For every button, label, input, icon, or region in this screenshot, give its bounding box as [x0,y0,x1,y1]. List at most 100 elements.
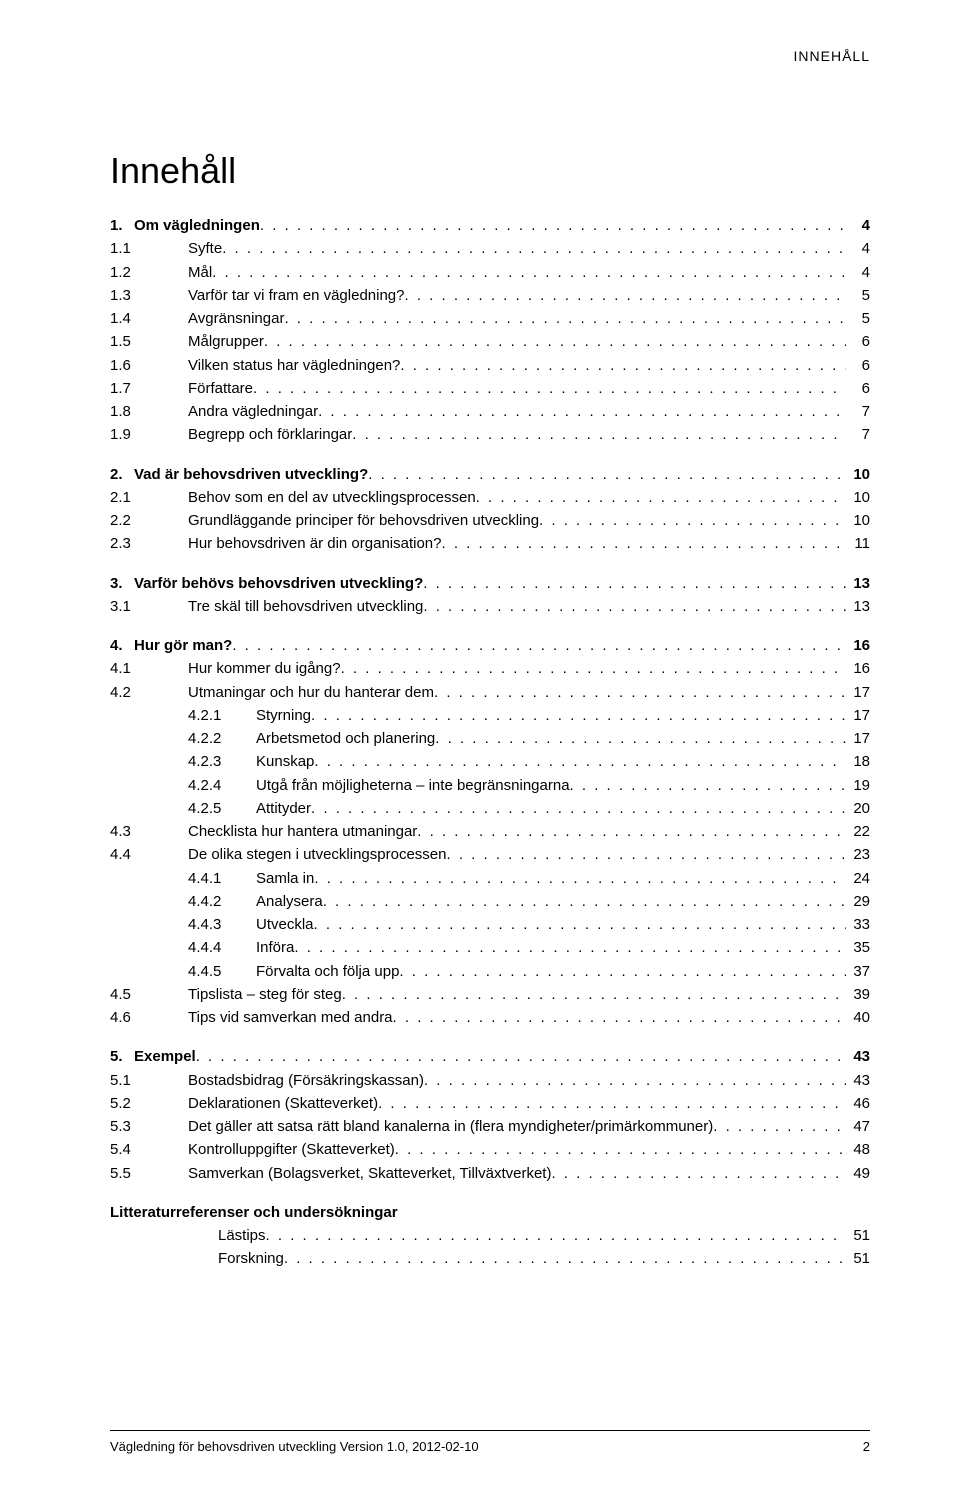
toc-label: Kontrolluppgifter (Skatteverket) [188,1138,395,1161]
toc-heading: 5.Exempel43 [110,1045,870,1068]
toc-page: 24 [846,867,870,890]
toc-leader [405,284,847,307]
toc-leader [284,1247,846,1270]
toc-page: 48 [846,1138,870,1161]
toc-number: 4.2.4 [110,774,256,797]
toc-page: 5 [846,284,870,307]
toc-leader [311,797,846,820]
toc-leader [417,820,846,843]
page-title: Innehåll [110,150,870,192]
toc-label: Samverkan (Bolagsverket, Skatteverket, T… [188,1162,551,1185]
toc-leader [434,681,846,704]
toc-number: 4.4.2 [110,890,256,913]
toc-number: 5.5 [110,1162,188,1185]
toc-leader [400,354,846,377]
toc-label: Hur behovsdriven är din organisation? [188,532,441,555]
toc-entry: Forskning51 [110,1247,870,1270]
toc-entry: 4.6Tips vid samverkan med andra 40 [110,1006,870,1029]
toc-leader [314,913,846,936]
footer-divider [110,1430,870,1431]
toc-number: 1.5 [110,330,188,353]
toc-page: 51 [846,1247,870,1270]
toc-label: Vad är behovsdriven utveckling? [134,463,368,486]
toc-leader [441,532,846,555]
toc-label: Varför tar vi fram en vägledning? [188,284,405,307]
toc-label: Mål [188,261,212,284]
toc-page: 22 [846,820,870,843]
toc-entry: 5.5Samverkan (Bolagsverket, Skatteverket… [110,1162,870,1185]
toc-heading: 2.Vad är behovsdriven utveckling? 10 [110,463,870,486]
toc-entry: 5.3Det gäller att satsa rätt bland kanal… [110,1115,870,1138]
toc-entry: 2.3Hur behovsdriven är din organisation?… [110,532,870,555]
toc-section: 1.Om vägledningen41.1Syfte41.2Mål41.3Var… [110,214,870,447]
toc-label: Litteraturreferenser och undersökningar [110,1201,398,1224]
toc-page: 5 [846,307,870,330]
toc-entry: 4.2.5Attityder20 [110,797,870,820]
toc-page: 51 [846,1224,870,1247]
toc-leader [311,704,846,727]
toc-label: Styrning [256,704,311,727]
toc-leader [424,1069,846,1092]
toc-page: 4 [846,214,870,237]
toc-page: 46 [846,1092,870,1115]
toc-entry: 4.2.1Styrning17 [110,704,870,727]
toc-page: 4 [846,237,870,260]
toc-page: 17 [846,704,870,727]
toc-leader [266,1224,846,1247]
toc-page: 19 [846,774,870,797]
toc-leader [294,936,846,959]
toc-label: Vilken status har vägledningen? [188,354,400,377]
toc-number: 3. [110,572,134,595]
toc-number: 2.2 [110,509,188,532]
toc-entry: 4.2Utmaningar och hur du hanterar dem17 [110,681,870,704]
toc-label: Avgränsningar [188,307,284,330]
toc-leader [435,727,846,750]
toc-leader [395,1138,846,1161]
toc-page: 29 [846,890,870,913]
toc-label: Deklarationen (Skatteverket) [188,1092,378,1115]
toc-number: 4.6 [110,1006,188,1029]
toc-leader [423,572,846,595]
toc-section: 2.Vad är behovsdriven utveckling?102.1Be… [110,463,870,556]
toc-entry: 4.4.1Samla in24 [110,867,870,890]
toc-number: 2. [110,463,134,486]
toc-page: 23 [846,843,870,866]
toc-leader [318,400,846,423]
toc-heading: 1.Om vägledningen4 [110,214,870,237]
toc-number: 1.1 [110,237,188,260]
toc-page: 37 [846,960,870,983]
toc-number: 4.1 [110,657,188,680]
toc-page: 20 [846,797,870,820]
toc-page: 10 [846,486,870,509]
toc-page: 6 [846,377,870,400]
toc-entry: 1.6Vilken status har vägledningen?6 [110,354,870,377]
toc-label: Utmaningar och hur du hanterar dem [188,681,434,704]
toc-number: 4.2.5 [110,797,256,820]
toc-leader [212,261,846,284]
toc-number: 1.2 [110,261,188,284]
toc-number: 2.1 [110,486,188,509]
toc-label: Tipslista – steg för steg [188,983,342,1006]
toc-leader [352,423,846,446]
toc-leader [341,657,846,680]
toc-number: 5.3 [110,1115,188,1138]
toc-entry: 1.2Mål4 [110,261,870,284]
toc-leader [323,890,846,913]
toc-entry: 1.1Syfte4 [110,237,870,260]
toc-label: Införa [256,936,294,959]
toc-number: 5.2 [110,1092,188,1115]
toc-number: 1.4 [110,307,188,330]
toc-leader [253,377,846,400]
toc-section: 4.Hur gör man?164.1Hur kommer du igång?1… [110,634,870,1029]
toc-entry: 2.1Behov som en del av utvecklingsproces… [110,486,870,509]
toc-page: 40 [846,1006,870,1029]
toc-page: 35 [846,936,870,959]
toc-label: Bostadsbidrag (Försäkringskassan) [188,1069,424,1092]
toc-number: 1. [110,214,134,237]
toc-page: 47 [846,1115,870,1138]
toc-label: Behov som en del av utvecklingsprocessen [188,486,476,509]
toc-label: Tips vid samverkan med andra [188,1006,393,1029]
toc-page: 10 [846,463,870,486]
toc-heading: Litteraturreferenser och undersökningar [110,1201,870,1224]
toc-entry: 1.5Målgrupper6 [110,330,870,353]
